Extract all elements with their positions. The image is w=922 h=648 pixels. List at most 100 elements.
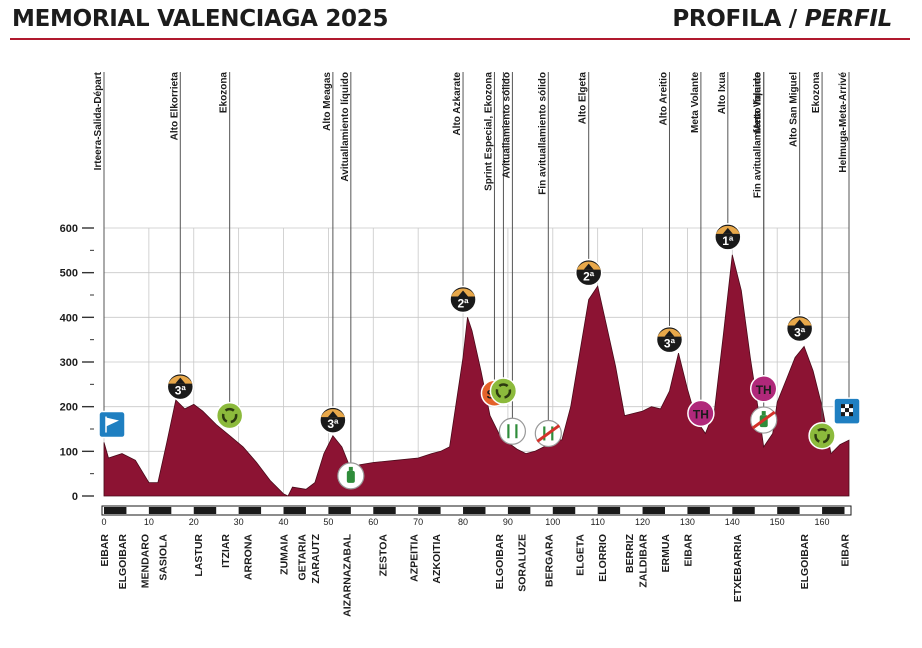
km-bar-segment — [238, 507, 262, 514]
intermediate-sprint-icon: TH — [687, 399, 715, 428]
x-tick-label: 160 — [815, 517, 830, 527]
marker-label: Fin avituallamiento líquido — [753, 72, 764, 198]
km-bar-layer: 0 10 20 30 40 50 60 70 80 90 100 110 120 130 140 150 160 — [101, 505, 852, 527]
x-tick-label: 50 — [323, 517, 333, 527]
kom-category-label: 3ª — [327, 417, 339, 431]
eco-zone-icon — [489, 377, 518, 405]
kom-icon: 1ª — [714, 223, 742, 251]
km-bar-segment — [597, 507, 621, 514]
kom-icon-peak — [794, 319, 805, 326]
marker-label: Ekozona — [219, 72, 230, 114]
x-tick-label: 60 — [368, 517, 378, 527]
marker-label: Avituallamiento sólido — [501, 72, 512, 178]
title-rule — [10, 38, 910, 40]
km-bar-segment — [148, 507, 172, 514]
kom-category-label: 2ª — [457, 296, 469, 310]
checker — [849, 412, 853, 417]
x-tick-label: 110 — [590, 517, 604, 527]
y-tick-label: 500 — [60, 268, 78, 280]
town-label: ZARAUTZ — [310, 533, 322, 583]
kom-icon: 3ª — [319, 406, 347, 434]
meta-volante-badge-label: TH — [693, 407, 709, 421]
x-tick-label: 0 — [101, 517, 106, 527]
eco-zone-icon — [489, 377, 518, 405]
town-label: ELGETA — [575, 534, 587, 576]
page-subtitle: PROFILA / PERFIL — [672, 6, 892, 32]
kom-icon-peak — [722, 227, 733, 234]
marker-label: Alto Areitio — [658, 72, 669, 126]
town-label: ELGOIBAR — [117, 534, 129, 590]
marker-label: Helmuga-Meta-Arrivé — [838, 72, 849, 173]
x-tick-label: 80 — [458, 517, 468, 527]
town-label: EIBAR — [840, 534, 852, 567]
town-label: SASIOLA — [157, 534, 169, 581]
km-bar-segment — [822, 507, 845, 514]
km-bar-segment — [777, 507, 800, 514]
bottle-icon — [337, 462, 365, 490]
x-tick-label: 140 — [725, 517, 740, 527]
bottle-body — [346, 470, 355, 483]
bottle-end-icon — [750, 406, 778, 434]
feed-zone-end-icon — [534, 419, 562, 448]
town-label: ELORRIO — [597, 534, 609, 582]
y-tick-label: 400 — [60, 312, 78, 324]
kom-icon-peak — [664, 330, 675, 337]
kom-category-label: 1ª — [722, 234, 734, 248]
km-bar-segment — [418, 507, 441, 514]
finish-flag-icon — [833, 397, 861, 425]
bottle-cap — [761, 411, 766, 416]
town-label: EIBAR — [682, 534, 694, 567]
eco-zone-icon — [808, 421, 836, 450]
marker-label: Meta Volante — [690, 72, 701, 133]
km-bar-segment — [283, 507, 306, 514]
marker-icons-layer: 3ª3ª2ªSP2ª3ªTH1ªTH3ª — [98, 223, 861, 490]
town-label: ETXEBARRIA — [732, 534, 744, 603]
kom-category-label: 3ª — [664, 337, 676, 351]
checker — [845, 408, 849, 413]
town-label: LASTUR — [193, 534, 205, 577]
km-bar-segment — [642, 507, 665, 514]
town-label: EIBAR — [99, 534, 111, 567]
flag-shape — [106, 417, 119, 427]
y-tick-label: 0 — [72, 491, 78, 503]
km-bar-segment — [552, 507, 576, 514]
km-bar-segment — [104, 507, 127, 514]
town-label: MENDARO — [139, 534, 151, 588]
eco-zone-icon — [215, 401, 244, 430]
town-label: ITZIAR — [220, 534, 232, 568]
x-tick-label: 90 — [503, 517, 513, 527]
cross-out — [751, 410, 776, 430]
x-tick-label: 40 — [279, 517, 289, 527]
town-label: AZPEITIA — [409, 534, 421, 582]
meta-volante-badge-label: TH — [756, 383, 772, 397]
x-tick-label: 150 — [770, 517, 785, 527]
town-label: BERGARA — [543, 534, 555, 588]
marker-label: Ekozona — [811, 72, 822, 114]
x-tick-label: 120 — [635, 517, 650, 527]
start-flag-badge — [98, 410, 126, 439]
x-tick-label: 130 — [680, 517, 695, 527]
recycle-symbol — [495, 383, 512, 399]
marker-label: Fin avituallamiento sólido — [537, 72, 548, 195]
km-bar-segment — [328, 507, 351, 514]
meta-volante-badge — [749, 375, 778, 403]
kom-category-label: 3ª — [794, 326, 806, 340]
marker-label: Meta Volante — [753, 72, 764, 133]
marker-label: Avituallamiento líquido — [340, 72, 351, 182]
kom-icon-peak — [327, 411, 338, 418]
marker-label: Alto Azkarate — [452, 72, 463, 136]
town-label: ARRONA — [243, 534, 255, 580]
kom-icon: 2ª — [449, 285, 477, 314]
marker-label: Irteera-Salida-Départ — [93, 71, 104, 170]
axis-layer: 0 100 200 300 400 500 600 — [60, 223, 94, 503]
y-tick-label: 100 — [60, 446, 78, 458]
feed-zone-badge — [498, 417, 527, 445]
kom-icon-peak — [583, 263, 594, 270]
kom-icon: 3ª — [785, 314, 814, 343]
recycle-symbol — [221, 407, 238, 424]
x-tick-label: 70 — [413, 517, 423, 527]
cross-out — [536, 424, 561, 443]
x-tick-label: 10 — [144, 517, 154, 527]
subtitle-main: PROFILA / — [672, 6, 805, 32]
